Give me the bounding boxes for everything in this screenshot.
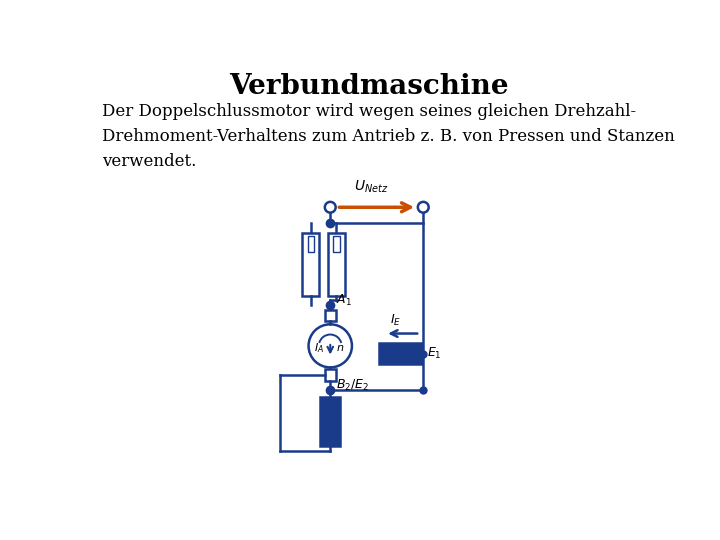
Text: $U_{\mathit{Netz}}$: $U_{\mathit{Netz}}$	[354, 178, 388, 195]
Text: $A_1$: $A_1$	[336, 293, 351, 308]
Bar	[333, 236, 340, 252]
Bar	[325, 309, 336, 321]
Bar	[379, 343, 422, 364]
Bar	[328, 233, 345, 296]
Text: $I_A$: $I_A$	[314, 341, 324, 355]
Bar	[307, 236, 314, 252]
Bar	[320, 397, 341, 446]
Text: Verbundmaschine: Verbundmaschine	[229, 72, 509, 99]
Bar	[302, 233, 320, 296]
Text: $E_1$: $E_1$	[427, 346, 442, 361]
Text: $n$: $n$	[336, 343, 344, 353]
Text: Der Doppelschlussmotor wird wegen seines gleichen Drehzahl-
Drehmoment-Verhalten: Der Doppelschlussmotor wird wegen seines…	[102, 103, 675, 170]
Bar	[325, 369, 336, 381]
Text: $B_2 / E_2$: $B_2 / E_2$	[336, 378, 369, 393]
Text: $I_E$: $I_E$	[390, 313, 401, 328]
